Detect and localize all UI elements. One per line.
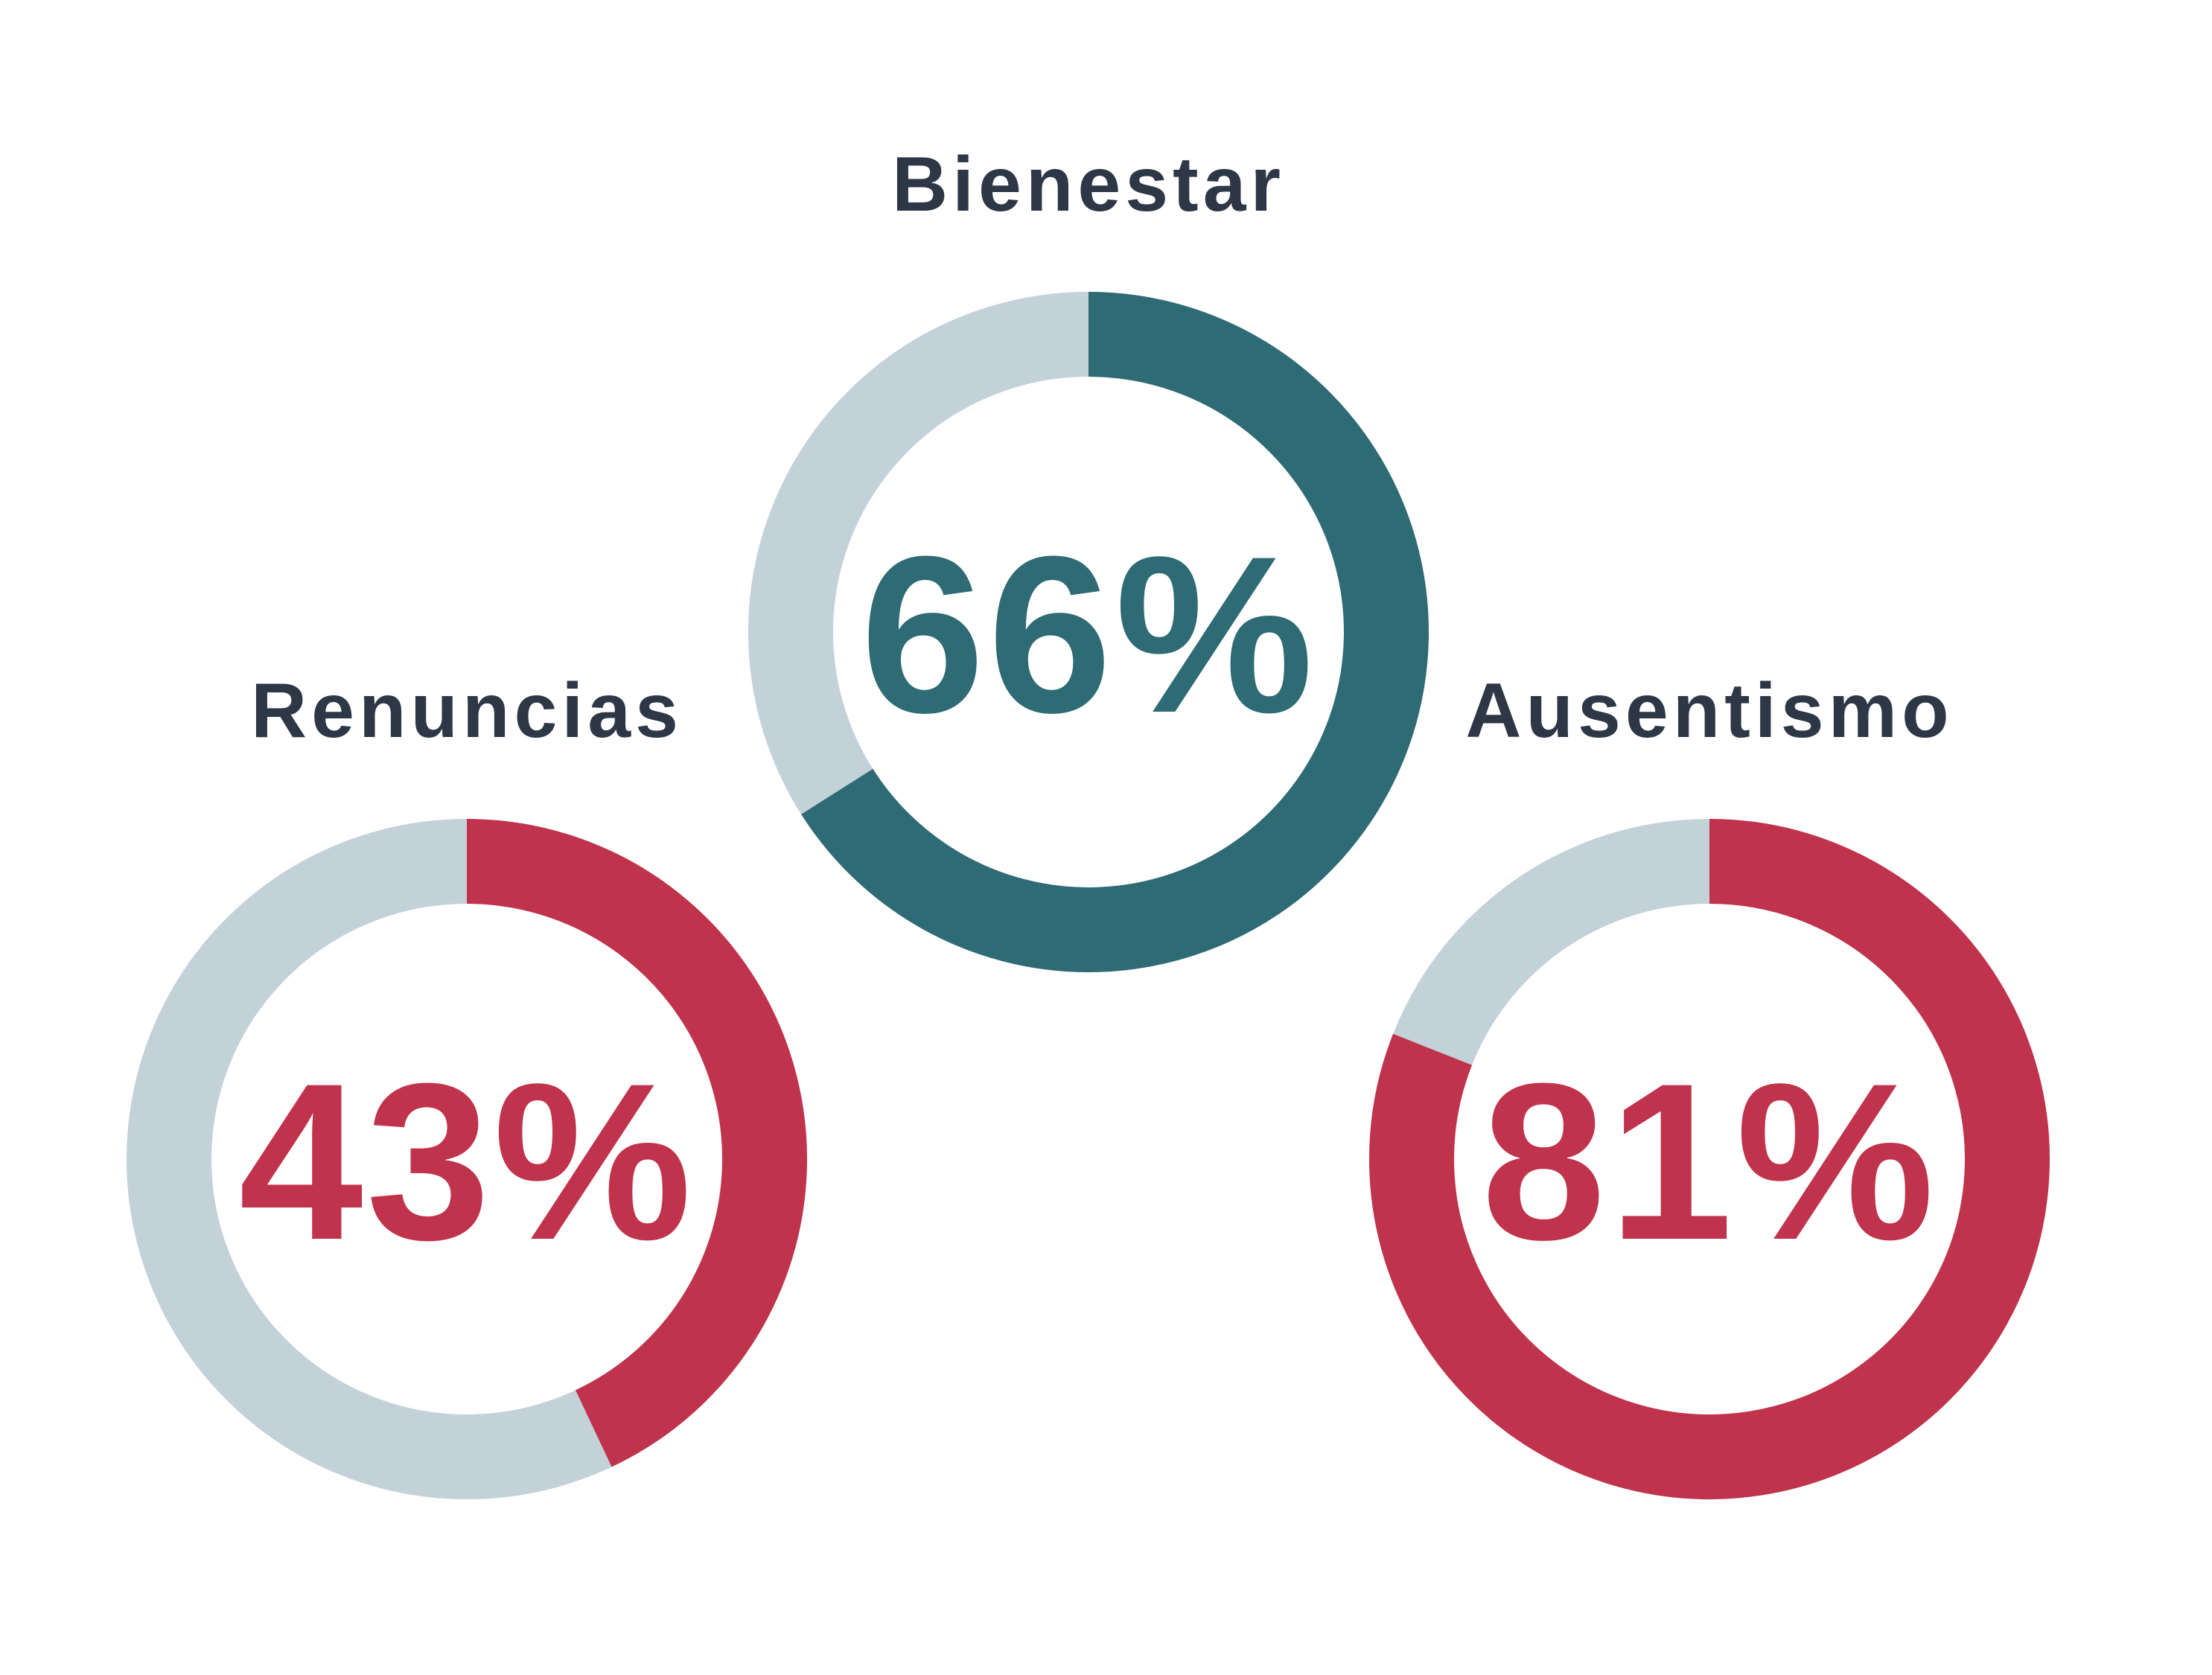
gauge-arc-renuncias [466,819,807,1467]
gauge-title-bienestar: Bienestar [892,141,1285,228]
gauge-ausentismo: Ausentismo 81% [1369,668,2050,1499]
gauge-value-ausentismo: 81% [1482,1036,1937,1286]
gauge-arc-ausentismo [1369,819,2050,1499]
gauge-renuncias: Renuncias 43% [127,668,807,1499]
gauge-value-bienestar: 66% [861,509,1316,759]
gauge-arc-bienestar [801,292,1429,972]
gauge-title-ausentismo: Ausentismo [1465,668,1953,754]
gauge-bienestar: Bienestar 66% [748,141,1429,972]
gauge-title-renuncias: Renuncias [251,668,683,754]
gauge-value-renuncias: 43% [239,1036,695,1286]
